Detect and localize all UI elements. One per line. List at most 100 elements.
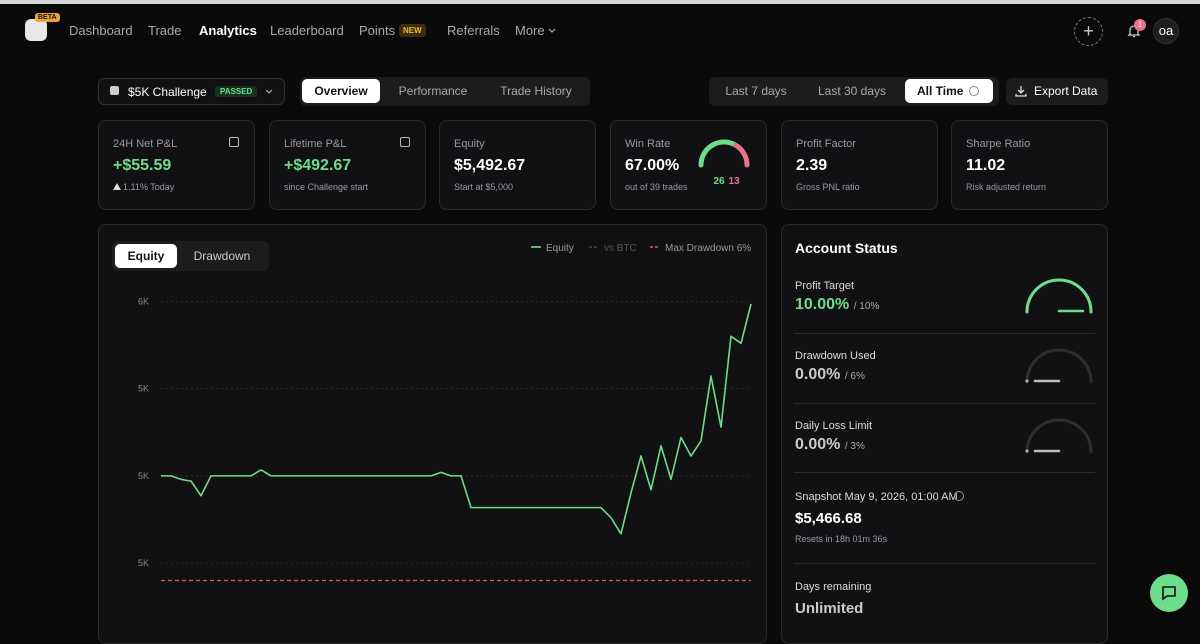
gauge-value-text: 0.00% bbox=[795, 366, 841, 383]
add-button[interactable]: + bbox=[1074, 17, 1103, 46]
stat-label: Equity bbox=[454, 138, 485, 150]
stat-label: Win Rate bbox=[625, 138, 671, 150]
notification-badge: 1 bbox=[1134, 19, 1146, 31]
stat-card: Equity $5,492.67 Start at $5,000 bbox=[439, 120, 596, 210]
challenge-select[interactable]: $5K Challenge PASSED bbox=[98, 78, 285, 105]
gauge bbox=[1025, 348, 1093, 384]
challenge-icon bbox=[110, 86, 119, 95]
export-button[interactable]: Export Data bbox=[1006, 78, 1108, 105]
snapshot-value: $5,466.68 bbox=[795, 510, 862, 527]
chart-tab-group: Equity Drawdown bbox=[112, 241, 269, 271]
nav-item[interactable]: Points bbox=[359, 23, 396, 38]
losses-label: 13 bbox=[728, 176, 740, 187]
nav-item[interactable]: Dashboard bbox=[69, 23, 133, 38]
tab[interactable]: Trade History bbox=[500, 84, 572, 98]
tab[interactable]: Overview bbox=[302, 79, 380, 103]
y-tick-label: 5K bbox=[138, 558, 149, 568]
status-badge: PASSED bbox=[215, 86, 258, 97]
info-icon bbox=[954, 491, 964, 501]
stat-sub: Risk adjusted return bbox=[966, 182, 1047, 192]
chart-card: Equity Drawdown 5K 5K 5K 6K Equity vs BTC Max … bbox=[98, 224, 767, 644]
y-tick-label: 6K bbox=[138, 296, 149, 306]
nav-item[interactable]: Trade bbox=[148, 23, 182, 38]
stat-label: Lifetime P&L bbox=[284, 138, 347, 150]
gauge-track bbox=[1025, 418, 1093, 454]
legend-label: vs BTC bbox=[604, 243, 637, 254]
avatar[interactable]: oa bbox=[1153, 18, 1179, 44]
tab[interactable]: Performance bbox=[398, 84, 468, 98]
gauge-dot bbox=[1025, 449, 1029, 453]
challenge-name: $5K Challenge bbox=[128, 85, 207, 99]
nav-item[interactable]: More bbox=[515, 23, 545, 38]
range[interactable]: Last 7 days bbox=[725, 84, 787, 98]
chat-icon bbox=[1162, 586, 1176, 601]
account-status-card: Account Status Snapshot May 9, 2026, 01:… bbox=[781, 224, 1108, 644]
stat-sub: Gross PNL ratio bbox=[796, 182, 860, 192]
gauge-losses bbox=[733, 142, 750, 168]
gauge-dot bbox=[1025, 309, 1029, 313]
stat-card: Sharpe Ratio 11.02 Risk adjusted return bbox=[951, 120, 1108, 210]
gauge-wins bbox=[698, 139, 738, 168]
days-label: Days remaining bbox=[795, 581, 872, 593]
gauge-fill bbox=[1025, 278, 1093, 314]
equity-chart: 5K 5K 5K 6K Equity vs BTC Max Drawdown 6% bbox=[138, 243, 752, 582]
legend-label: Max Drawdown 6% bbox=[665, 243, 751, 254]
y-tick-label: 5K bbox=[138, 471, 149, 481]
nav-item[interactable]: Analytics bbox=[199, 23, 257, 38]
stat-card: Profit Factor 2.39 Gross PNL ratio bbox=[781, 120, 938, 210]
legend-label: Equity bbox=[546, 243, 574, 254]
stat-value: 67.00% bbox=[625, 157, 680, 174]
new-badge: NEW bbox=[399, 24, 426, 37]
separator bbox=[794, 333, 1095, 334]
stat-sub: Start at $5,000 bbox=[454, 182, 514, 192]
separator bbox=[794, 563, 1095, 564]
chevron bbox=[548, 28, 556, 33]
stat-sub: since Challenge start bbox=[284, 182, 369, 192]
stat-value: 11.02 bbox=[966, 157, 1006, 174]
range[interactable]: Last 30 days bbox=[817, 84, 887, 98]
beta-badge: BETA bbox=[35, 13, 60, 22]
logo[interactable] bbox=[25, 19, 47, 41]
stat-value: $5,492.67 bbox=[454, 157, 526, 174]
up-arrow bbox=[113, 183, 121, 190]
snapshot-label: Snapshot May 9, 2026, 01:00 AM bbox=[795, 491, 958, 503]
stat-value: +$55.59 bbox=[113, 157, 172, 174]
export-label: Export Data bbox=[1034, 84, 1098, 98]
gauge-limit: / 3% bbox=[844, 441, 865, 452]
stat-sub: out of 39 trades bbox=[625, 182, 688, 192]
snapshot-sub: Resets in 18h 01m 36s bbox=[795, 534, 888, 544]
gauge-track bbox=[1025, 278, 1093, 314]
stat-label: Profit Factor bbox=[796, 138, 856, 150]
info-icon bbox=[969, 86, 979, 96]
top-stripe bbox=[0, 0, 1200, 4]
gauge-label: Drawdown Used bbox=[795, 350, 876, 362]
stat-card: 24H Net P&L +$55.59 1.11% Today bbox=[98, 120, 255, 210]
gauge-limit: / 10% bbox=[853, 301, 880, 312]
range[interactable]: All Time bbox=[905, 79, 993, 103]
stat-value: 2.39 bbox=[796, 157, 828, 174]
chart-tab[interactable]: Drawdown bbox=[193, 249, 251, 263]
gauge-value-text: 0.00% bbox=[795, 436, 841, 453]
stat-value: +$492.67 bbox=[284, 157, 352, 174]
nav-item[interactable]: Referrals bbox=[447, 23, 500, 38]
section-title: Account Status bbox=[795, 240, 898, 256]
gauge bbox=[1025, 418, 1093, 454]
wins-label: 26 bbox=[713, 176, 725, 187]
chart-tab[interactable]: Equity bbox=[115, 244, 177, 268]
stat-card: Win Rate 67.00% out of 39 trades 26 13 bbox=[610, 120, 767, 210]
gauge-label: Daily Loss Limit bbox=[795, 420, 873, 432]
gauge-value: 0.00% / 6% bbox=[795, 366, 865, 384]
gauge-value-text: 10.00% bbox=[795, 296, 850, 313]
equity-line bbox=[161, 303, 752, 535]
range-group: Last 7 days Last 30 days All Time bbox=[709, 77, 999, 106]
separator bbox=[794, 403, 1095, 404]
chevron bbox=[265, 89, 273, 94]
external-link-icon bbox=[229, 137, 239, 147]
gauge bbox=[1025, 278, 1093, 314]
stat-sub: 1.11% Today bbox=[123, 182, 175, 192]
days-value: Unlimited bbox=[795, 600, 864, 617]
stat-label: Sharpe Ratio bbox=[966, 138, 1031, 150]
nav-item[interactable]: Leaderboard bbox=[270, 23, 344, 38]
chat-button[interactable] bbox=[1150, 574, 1188, 612]
